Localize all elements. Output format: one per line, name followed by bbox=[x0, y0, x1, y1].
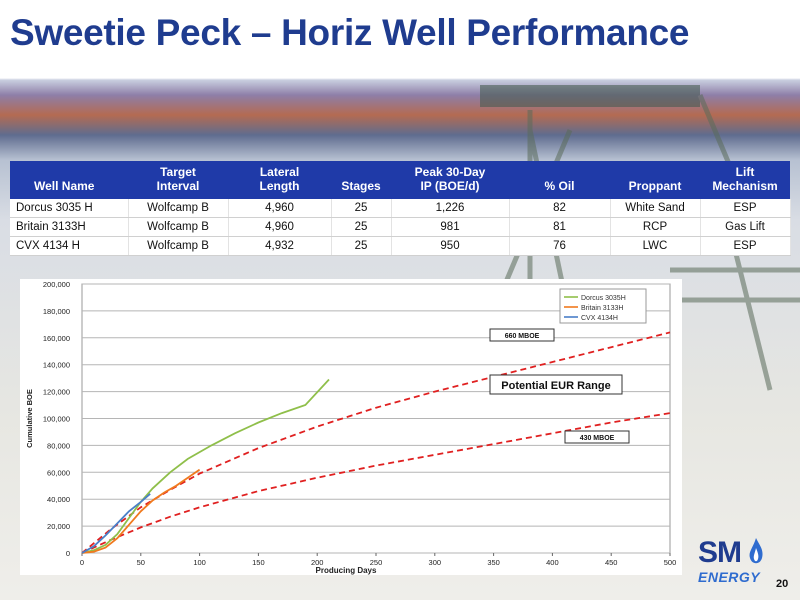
y-tick-label: 100,000 bbox=[43, 415, 70, 424]
legend-label: Britain 3133H bbox=[581, 305, 623, 312]
slide-title: Sweetie Peck – Horiz Well Performance bbox=[10, 12, 690, 53]
y-tick-label: 180,000 bbox=[43, 307, 70, 316]
cell-target-interval: Wolfcamp B bbox=[128, 217, 229, 237]
page-number: 20 bbox=[776, 578, 789, 590]
header-text: Well Name bbox=[34, 179, 95, 193]
cell-lateral-length: 4,932 bbox=[228, 236, 332, 256]
cell-peak-ip: 1,226 bbox=[391, 199, 510, 218]
cumulative-boe-chart: 0 20,000 40,000 60,000 80,000 100,000 120,000 1… bbox=[20, 279, 682, 575]
cell-lateral-length: 4,960 bbox=[228, 199, 332, 218]
flame-icon bbox=[749, 538, 763, 564]
table-header-row: Well Name Target Interval Lateral Length S… bbox=[10, 161, 790, 199]
y-tick-label: 200,000 bbox=[43, 280, 70, 289]
x-axis-label: Producing Days bbox=[316, 566, 377, 575]
eur-label-box bbox=[489, 328, 555, 342]
y-axis-label: Cumulative BOE bbox=[25, 389, 34, 448]
table-row: Dorcus 3035 H Wolfcamp B 4,960 25 1,226 … bbox=[10, 199, 791, 218]
cell-stages: 25 bbox=[331, 199, 392, 218]
header-target-interval: Target Interval bbox=[128, 161, 228, 199]
header-pct-oil: % Oil bbox=[509, 161, 610, 199]
y-tick-label: 120,000 bbox=[43, 388, 70, 397]
cell-target-interval: Wolfcamp B bbox=[128, 199, 229, 218]
cell-well-name: Britain 3133H bbox=[10, 217, 129, 237]
annotation-box bbox=[489, 374, 623, 395]
sm-energy-logo: SM ENERGY bbox=[692, 536, 770, 594]
cell-target-interval: Wolfcamp B bbox=[128, 236, 229, 256]
annotation-text: Potential EUR Range bbox=[501, 380, 610, 392]
header-lateral-length: Lateral Length bbox=[228, 161, 331, 199]
well-table: Well Name Target Interval Lateral Length S… bbox=[10, 161, 791, 256]
y-tick-label: 160,000 bbox=[43, 334, 70, 343]
y-tick-label: 40,000 bbox=[47, 495, 70, 504]
header-text: Stages bbox=[341, 179, 381, 193]
x-tick-label: 400 bbox=[546, 558, 559, 567]
eur-line bbox=[81, 331, 671, 554]
series-line bbox=[81, 468, 201, 554]
y-tick-label: 20,000 bbox=[47, 522, 70, 531]
cell-well-name: Dorcus 3035 H bbox=[10, 199, 129, 218]
cell-pct-oil: 76 bbox=[509, 236, 611, 256]
logo-energy-text: ENERGY bbox=[698, 569, 761, 585]
x-tick-label: 250 bbox=[370, 558, 383, 567]
y-tick-label: 80,000 bbox=[47, 441, 70, 450]
cell-proppant: RCP bbox=[610, 217, 701, 237]
x-tick-label: 100 bbox=[193, 558, 206, 567]
cell-stages: 25 bbox=[331, 236, 392, 256]
eur-line bbox=[81, 412, 671, 554]
eur-label: 430 MBOE bbox=[580, 435, 615, 442]
x-tick-label: 300 bbox=[429, 558, 442, 567]
x-tick-label: 150 bbox=[252, 558, 265, 567]
x-tick-label: 450 bbox=[605, 558, 618, 567]
x-tick-label: 200 bbox=[311, 558, 324, 567]
eur-label: 660 MBOE bbox=[505, 333, 540, 340]
legend-label: Dorcus 3035H bbox=[581, 295, 626, 302]
y-tick-label: 60,000 bbox=[47, 468, 70, 477]
cell-proppant: White Sand bbox=[610, 199, 701, 218]
cell-peak-ip: 950 bbox=[391, 236, 510, 256]
cell-lift-mechanism: Gas Lift bbox=[700, 217, 791, 237]
cell-proppant: LWC bbox=[610, 236, 701, 256]
header-text: % Oil bbox=[544, 179, 575, 193]
header-text: Proppant bbox=[628, 179, 682, 193]
legend-label: CVX 4134H bbox=[581, 315, 618, 322]
chart-svg: 0 20,000 40,000 60,000 80,000 100,000 120,000 1… bbox=[25, 280, 677, 575]
cell-lift-mechanism: ESP bbox=[700, 199, 791, 218]
cell-lift-mechanism: ESP bbox=[700, 236, 791, 256]
x-tick-label: 0 bbox=[80, 558, 84, 567]
header-line-2: Lateral Length bbox=[259, 165, 300, 193]
cell-pct-oil: 81 bbox=[509, 217, 611, 237]
cell-lateral-length: 4,960 bbox=[228, 217, 332, 237]
x-tick-label: 350 bbox=[487, 558, 500, 567]
header-line-7: Lift Mechanism bbox=[712, 165, 778, 193]
x-tick-label: 500 bbox=[664, 558, 677, 567]
eur-label-box bbox=[564, 430, 630, 444]
series-line bbox=[81, 493, 151, 554]
header-well-name: Well Name bbox=[10, 161, 128, 199]
cell-pct-oil: 82 bbox=[509, 199, 611, 218]
header-line-4: Peak 30-Day IP (BOE/d) bbox=[414, 165, 486, 193]
header-lift-mechanism: Lift Mechanism bbox=[700, 161, 790, 199]
y-tick-label: 140,000 bbox=[43, 361, 70, 370]
header-peak-ip: Peak 30-Day IP (BOE/d) bbox=[391, 161, 509, 199]
series-line bbox=[81, 378, 330, 554]
y-tick-label: 0 bbox=[66, 549, 70, 558]
x-tick-label: 50 bbox=[137, 558, 145, 567]
header-proppant: Proppant bbox=[610, 161, 700, 199]
logo-sm-text: SM bbox=[698, 536, 742, 569]
cell-stages: 25 bbox=[331, 217, 392, 237]
table-row: Britain 3133H Wolfcamp B 4,960 25 981 81… bbox=[10, 217, 791, 237]
header-stages: Stages bbox=[331, 161, 391, 199]
header-line-1: Target Interval bbox=[156, 165, 200, 193]
cell-well-name: CVX 4134 H bbox=[10, 236, 129, 256]
cell-peak-ip: 981 bbox=[391, 217, 510, 237]
table-row: CVX 4134 H Wolfcamp B 4,932 25 950 76 LW… bbox=[10, 236, 791, 256]
